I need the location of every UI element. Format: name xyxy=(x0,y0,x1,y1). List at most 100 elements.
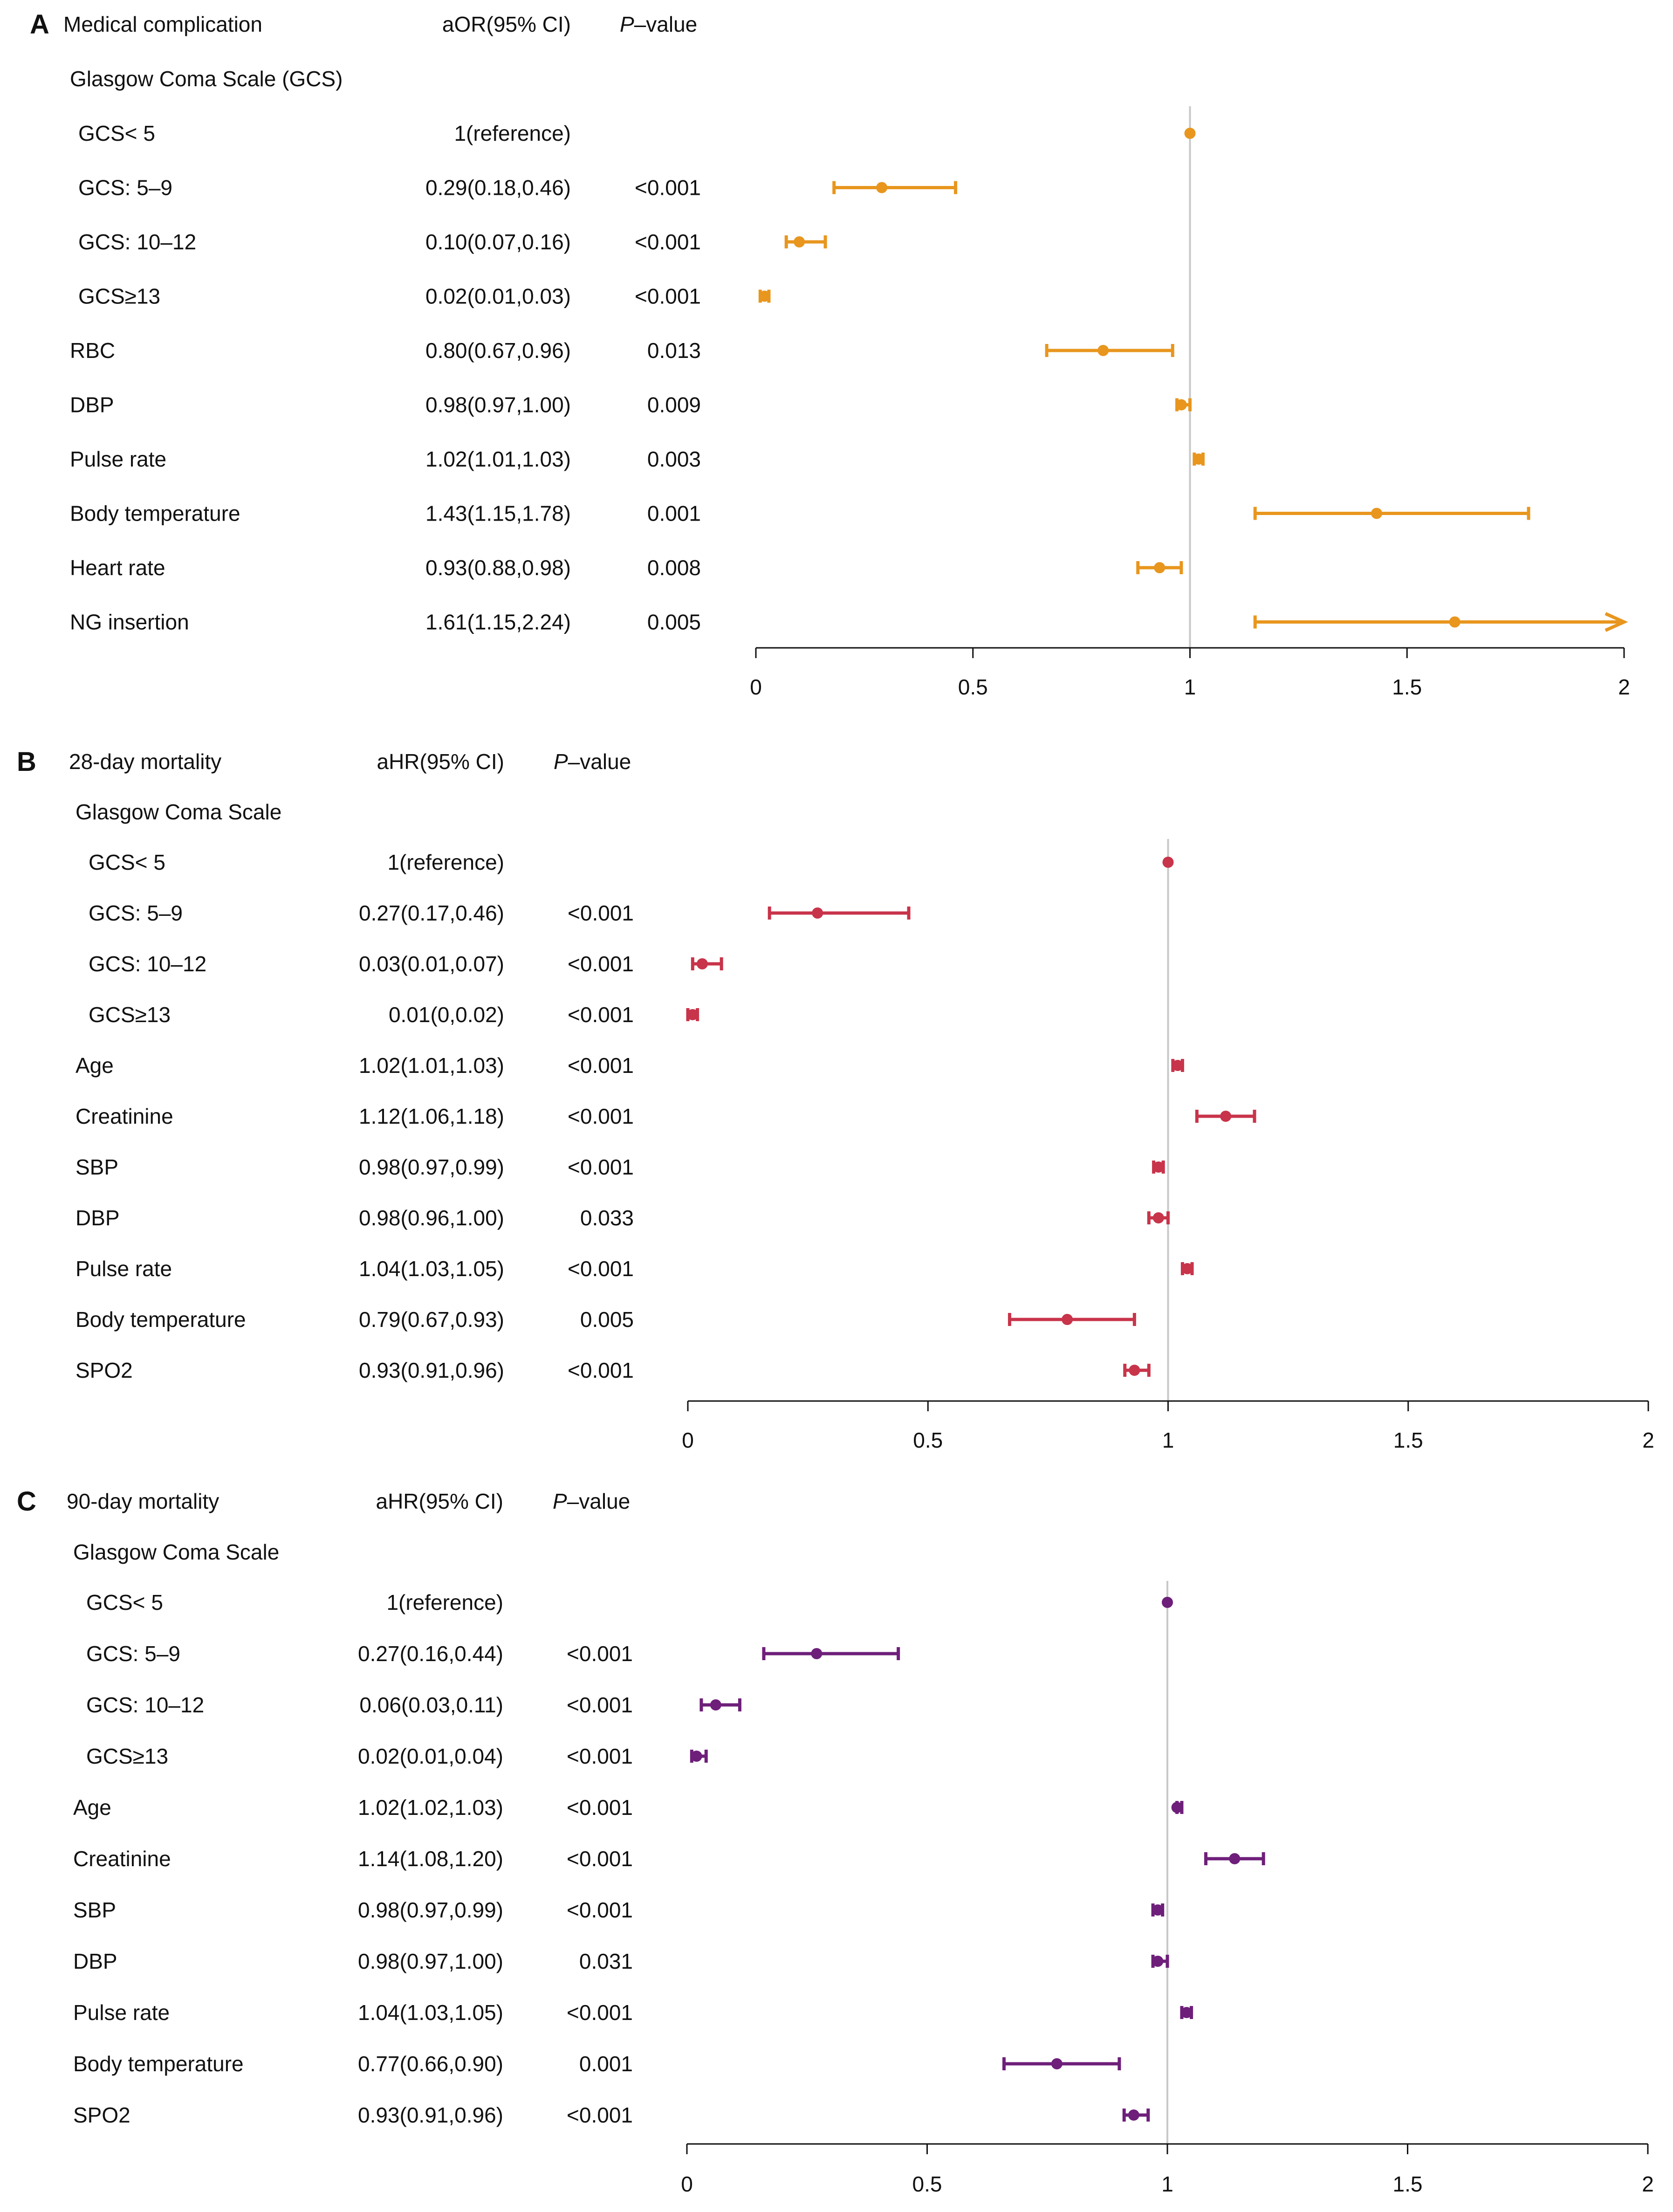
point-estimate xyxy=(1051,2058,1063,2069)
forest-row: NG insertion 1.61(1.15,2.24) 0.005 xyxy=(70,610,1628,634)
forest-panel-c: C 90-day mortality aHR(95% CI) P–value Glasg… xyxy=(17,1486,1654,2196)
estimate-ci-text: 0.93(0.88,0.98) xyxy=(425,556,571,580)
p-value-text: 0.009 xyxy=(647,393,701,417)
p-value-text: <0.001 xyxy=(568,1257,634,1281)
estimate-ci-text: 0.02(0.01,0.03) xyxy=(425,284,571,309)
group-label: Glasgow Coma Scale xyxy=(73,1540,279,1564)
p-value-text: 0.005 xyxy=(580,1307,634,1332)
x-tick-label: 0 xyxy=(750,675,762,699)
p-header-italic: P xyxy=(620,12,634,36)
row-label: RBC xyxy=(70,338,115,363)
estimate-ci-text: 0.93(0.91,0.96) xyxy=(359,1358,504,1382)
forest-row: Age 1.02(1.01,1.03) <0.001 xyxy=(75,1053,1184,1078)
point-estimate xyxy=(696,958,708,969)
forest-row: Heart rate 0.93(0.88,0.98) 0.008 xyxy=(70,556,1183,580)
p-value-column-header: P–value xyxy=(553,1489,630,1513)
p-value-text: 0.001 xyxy=(579,2052,633,2076)
p-value-text: <0.001 xyxy=(568,952,634,976)
panel-label: A xyxy=(30,9,49,40)
row-label: GCS: 10–12 xyxy=(89,952,206,976)
row-label: DBP xyxy=(73,1949,117,1973)
row-label: NG insertion xyxy=(70,610,189,634)
point-estimate xyxy=(812,907,823,919)
point-estimate xyxy=(1128,2109,1139,2121)
row-label: GCS: 5–9 xyxy=(78,176,172,200)
x-tick-label: 1 xyxy=(1162,1428,1174,1452)
point-estimate xyxy=(794,236,805,247)
forest-row: Pulse rate 1.04(1.03,1.05) <0.001 xyxy=(73,2000,1193,2025)
forest-row: Body temperature 0.79(0.67,0.93) 0.005 xyxy=(75,1307,1136,1332)
panel-label: C xyxy=(17,1486,36,1517)
p-value-text: 0.033 xyxy=(580,1206,634,1230)
row-label: Age xyxy=(73,1795,111,1820)
row-label: GCS: 10–12 xyxy=(78,230,196,254)
row-label: Pulse rate xyxy=(70,447,166,471)
p-header-rest: –value xyxy=(568,749,631,774)
estimate-ci-text: 1.04(1.03,1.05) xyxy=(359,1257,504,1281)
p-value-text: 0.031 xyxy=(579,1949,633,1973)
effect-column-header: aHR(95% CI) xyxy=(376,1489,503,1513)
point-estimate xyxy=(1162,1597,1173,1608)
p-value-text: 0.001 xyxy=(647,501,701,526)
point-estimate xyxy=(1184,128,1196,139)
point-estimate xyxy=(759,290,770,302)
estimate-ci-text: 1.14(1.08,1.20) xyxy=(358,1847,503,1871)
forest-row: GCS≥13 0.02(0.01,0.04) <0.001 xyxy=(86,1744,708,1768)
point-estimate xyxy=(1097,345,1109,356)
group-label: Glasgow Coma Scale xyxy=(75,800,281,824)
estimate-ci-text: 1(reference) xyxy=(387,850,504,874)
forest-row: SPO2 0.93(0.91,0.96) <0.001 xyxy=(73,2103,1150,2127)
forest-row: GCS: 10–12 0.10(0.07,0.16) <0.001 xyxy=(78,230,827,254)
ci-arrow xyxy=(1604,612,1628,632)
point-estimate xyxy=(1162,857,1174,868)
point-estimate xyxy=(1172,1060,1184,1071)
p-value-text: <0.001 xyxy=(568,1003,634,1027)
point-estimate xyxy=(1220,1111,1232,1122)
row-label: Body temperature xyxy=(70,501,240,526)
point-estimate xyxy=(691,1751,702,1762)
x-tick-label: 1.5 xyxy=(1393,1428,1423,1452)
row-label: SBP xyxy=(73,1898,116,1922)
forest-row: Creatinine 1.14(1.08,1.20) <0.001 xyxy=(73,1847,1265,1871)
estimate-ci-text: 0.79(0.67,0.93) xyxy=(359,1307,504,1332)
estimate-ci-text: 0.10(0.07,0.16) xyxy=(425,230,571,254)
estimate-ci-text: 1(reference) xyxy=(386,1590,503,1614)
p-header-italic: P xyxy=(553,1489,567,1513)
forest-row: GCS≥13 0.01(0,0.02) <0.001 xyxy=(89,1003,699,1027)
point-estimate xyxy=(1152,1904,1164,1916)
estimate-ci-text: 1.02(1.02,1.03) xyxy=(358,1795,503,1820)
row-label: DBP xyxy=(75,1206,120,1230)
p-value-column-header: P–value xyxy=(554,749,631,774)
row-label: GCS< 5 xyxy=(86,1590,163,1614)
estimate-ci-text: 0.77(0.66,0.90) xyxy=(358,2052,503,2076)
row-label: Body temperature xyxy=(75,1307,246,1332)
forest-row: DBP 0.98(0.97,1.00) 0.009 xyxy=(70,393,1192,417)
p-value-text: <0.001 xyxy=(567,1795,633,1820)
row-label: Body temperature xyxy=(73,2052,244,2076)
forest-row: DBP 0.98(0.96,1.00) 0.033 xyxy=(75,1206,1170,1230)
row-label: SPO2 xyxy=(73,2103,130,2127)
row-label: SPO2 xyxy=(75,1358,133,1382)
estimate-ci-text: 1.02(1.01,1.03) xyxy=(359,1053,504,1078)
estimate-ci-text: 0.27(0.16,0.44) xyxy=(358,1642,503,1666)
row-label: GCS< 5 xyxy=(78,121,155,145)
p-value-text: <0.001 xyxy=(568,901,634,925)
row-label: Creatinine xyxy=(73,1847,171,1871)
x-tick-label: 2 xyxy=(1618,675,1630,699)
point-estimate xyxy=(1171,1802,1183,1813)
estimate-ci-text: 0.29(0.18,0.46) xyxy=(425,176,571,200)
panel-title: 90-day mortality xyxy=(67,1489,219,1513)
p-value-text: <0.001 xyxy=(567,1847,633,1871)
panel-title: Medical complication xyxy=(63,12,262,36)
p-value-text: 0.003 xyxy=(647,447,701,471)
point-estimate xyxy=(1152,1161,1164,1173)
forest-panel-b: B 28-day mortality aHR(95% CI) P–value Glasg… xyxy=(17,747,1654,1452)
p-value-text: <0.001 xyxy=(567,1642,633,1666)
forest-row: GCS: 5–9 0.27(0.16,0.44) <0.001 xyxy=(86,1642,900,1666)
p-value-text: <0.001 xyxy=(568,1155,634,1179)
row-label: GCS: 10–12 xyxy=(86,1693,204,1717)
x-tick-label: 0.5 xyxy=(958,675,988,699)
forest-row: DBP 0.98(0.97,1.00) 0.031 xyxy=(73,1949,1169,1973)
panel-title: 28-day mortality xyxy=(69,749,221,774)
forest-row: Pulse rate 1.04(1.03,1.05) <0.001 xyxy=(75,1257,1194,1281)
